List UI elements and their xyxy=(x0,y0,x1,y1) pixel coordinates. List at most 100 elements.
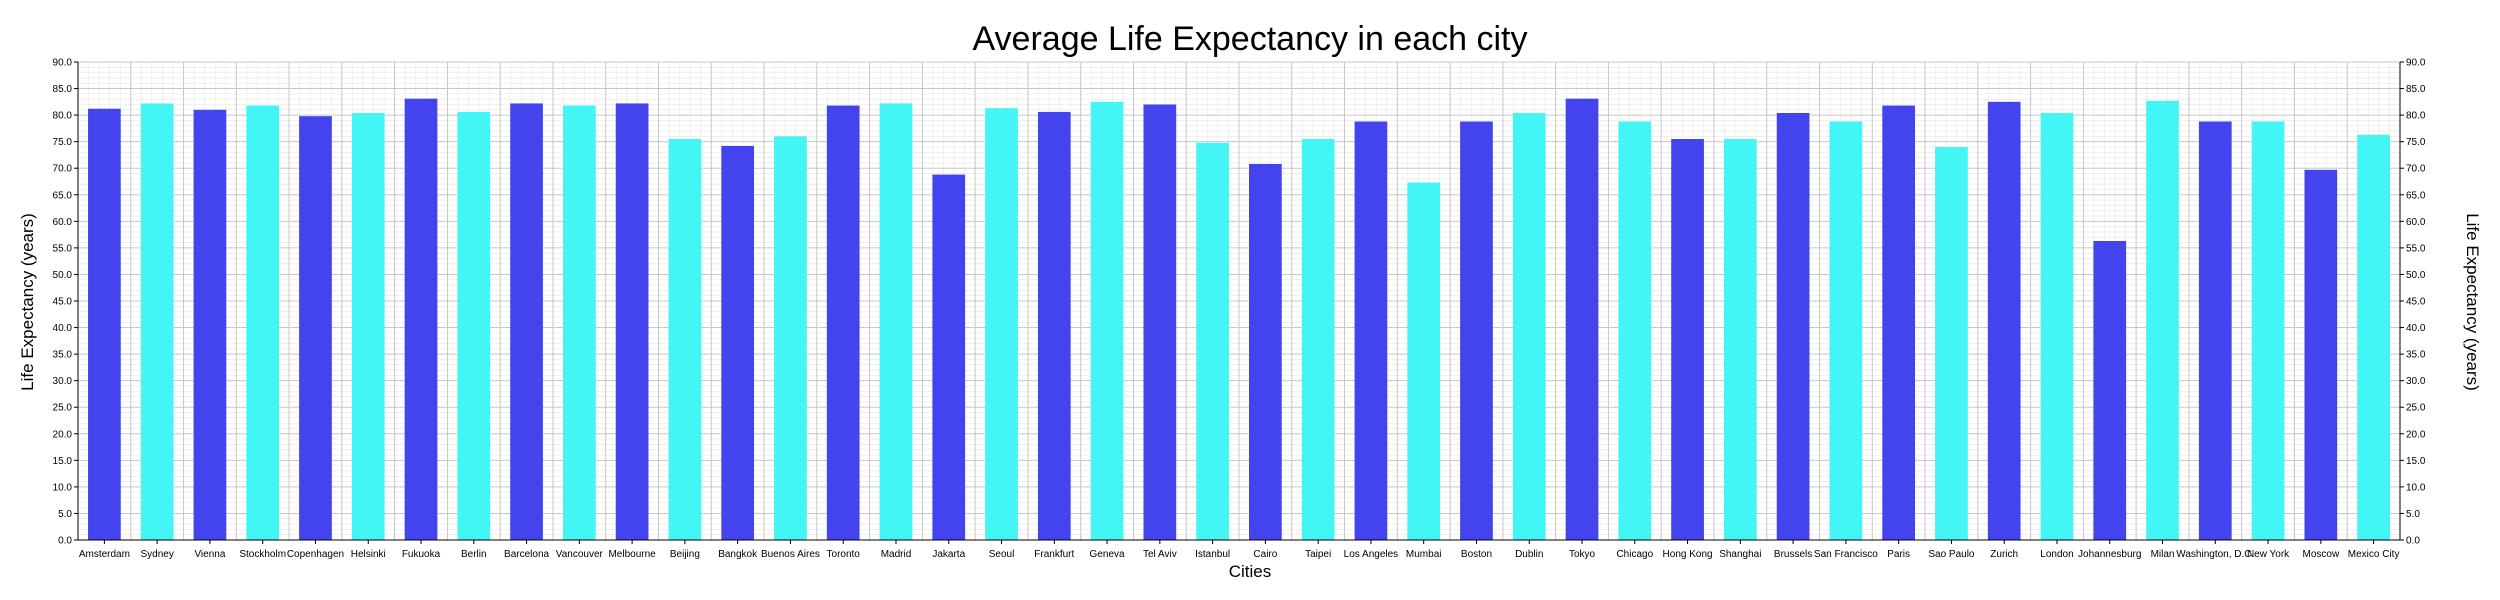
x-tick-label: Chicago xyxy=(1616,549,1653,560)
y-tick-label: 55.0 xyxy=(53,243,73,254)
y-tick-label: 50.0 xyxy=(2406,270,2426,281)
bar xyxy=(404,98,438,540)
x-tick-label: Mumbai xyxy=(1406,549,1442,560)
x-tick-label: Copenhagen xyxy=(287,549,344,560)
x-tick-label: Vancouver xyxy=(556,549,604,560)
y-tick-label: 80.0 xyxy=(53,111,73,122)
x-tick-label: Barcelona xyxy=(504,549,549,560)
x-tick-label: Stockholm xyxy=(239,549,286,560)
y-tick-label: 65.0 xyxy=(53,190,73,201)
y-tick-label: 60.0 xyxy=(2406,217,2426,228)
x-tick-label: Washington, D.C. xyxy=(2176,549,2254,560)
x-tick-label: Buenos Aires xyxy=(761,549,820,560)
x-tick-label: Berlin xyxy=(461,549,487,560)
bar xyxy=(1249,163,1282,540)
y-tick-label: 45.0 xyxy=(2406,297,2426,308)
x-tick-label: Madrid xyxy=(881,549,912,560)
bar xyxy=(351,112,385,540)
y-tick-label: 45.0 xyxy=(53,297,73,308)
bar xyxy=(88,108,121,540)
bar xyxy=(299,116,332,540)
y-tick-label: 20.0 xyxy=(53,429,73,440)
x-tick-label: Beijing xyxy=(670,549,700,560)
x-axis-label: Cities xyxy=(1229,562,1272,581)
x-tick-label: Jakarta xyxy=(932,549,965,560)
bar xyxy=(879,103,913,540)
bar xyxy=(1460,121,1493,541)
x-tick-label: Seoul xyxy=(989,549,1015,560)
y-tick-label: 85.0 xyxy=(2406,84,2426,95)
y-tick-label: 70.0 xyxy=(53,164,73,175)
bar xyxy=(1301,139,1335,540)
bar xyxy=(1143,104,1177,540)
y-tick-label: 70.0 xyxy=(2406,164,2426,175)
y-tick-label: 85.0 xyxy=(53,84,73,95)
bar xyxy=(1407,182,1441,540)
x-tick-label: Frankfurt xyxy=(1034,549,1074,560)
y-tick-label: 55.0 xyxy=(2406,243,2426,254)
bar xyxy=(1776,112,1810,540)
bar xyxy=(1618,121,1652,541)
bar xyxy=(1987,101,2021,540)
y-tick-label: 30.0 xyxy=(53,376,73,387)
x-tick-label: Hong Kong xyxy=(1663,549,1713,560)
x-tick-label: Sydney xyxy=(140,549,173,560)
bar xyxy=(2304,169,2338,540)
y-tick-label: 5.0 xyxy=(58,509,72,520)
bar xyxy=(826,105,860,540)
x-tick-label: Helsinki xyxy=(351,549,386,560)
x-tick-label: San Francisco xyxy=(1814,549,1878,560)
x-tick-label: Paris xyxy=(1887,549,1910,560)
bar xyxy=(2040,112,2074,540)
x-tick-label: Tel Aviv xyxy=(1143,549,1177,560)
x-tick-label: Milan xyxy=(2151,549,2175,560)
y-tick-label: 30.0 xyxy=(2406,376,2426,387)
chart-title: Average Life Expectancy in each city xyxy=(972,20,1527,58)
y-tick-label: 75.0 xyxy=(53,137,73,148)
y-tick-label: 0.0 xyxy=(58,536,72,547)
x-tick-label: Brussels xyxy=(1774,549,1812,560)
y-tick-label: 35.0 xyxy=(53,350,73,361)
bar xyxy=(2146,100,2179,540)
y-tick-label: 40.0 xyxy=(53,323,73,334)
x-tick-label: Geneva xyxy=(1090,549,1125,560)
bar xyxy=(246,105,280,540)
y-tick-label: 80.0 xyxy=(2406,111,2426,122)
y-tick-label: 15.0 xyxy=(53,456,73,467)
x-tick-label: Tokyo xyxy=(1569,549,1596,560)
y-axis-label-right: Life Expectancy (years) xyxy=(2463,213,2482,391)
x-tick-label: London xyxy=(2040,549,2073,560)
y-tick-label: 15.0 xyxy=(2406,456,2426,467)
bar xyxy=(932,174,966,540)
x-tick-label: Dublin xyxy=(1515,549,1543,560)
bar xyxy=(2251,121,2285,541)
bar xyxy=(1354,121,1388,541)
bar xyxy=(1512,112,1546,540)
y-ticks-left: 0.0 5.0 10.0 15.0 20.0 25.0 30.0 35.0 40.0 45.0 50… xyxy=(53,58,78,547)
y-tick-label: 5.0 xyxy=(2406,509,2420,520)
bar xyxy=(457,111,491,541)
x-tick-label: Fukuoka xyxy=(402,549,441,560)
bar xyxy=(1090,101,1124,540)
y-ticks-right: 0.0 5.0 10.0 15.0 20.0 25.0 30.0 35.0 40.0 45.0 50… xyxy=(2400,58,2426,547)
x-tick-label: Zurich xyxy=(1990,549,2018,560)
x-tick-label: Toronto xyxy=(827,549,861,560)
bar xyxy=(774,136,807,540)
x-tick-label: Shanghai xyxy=(1719,549,1761,560)
x-ticks: Amsterdam Sydney Vienna Stockholm Copenhagen… xyxy=(79,540,2399,560)
y-tick-label: 10.0 xyxy=(2406,482,2426,493)
x-tick-label: Boston xyxy=(1461,549,1492,560)
y-tick-label: 60.0 xyxy=(53,217,73,228)
bar xyxy=(1196,142,1229,540)
x-tick-label: Bangkok xyxy=(718,549,758,560)
x-tick-label: Los Angeles xyxy=(1344,549,1399,560)
bar xyxy=(1723,139,1757,540)
y-tick-label: 90.0 xyxy=(53,58,73,69)
x-tick-label: Cairo xyxy=(1253,549,1277,560)
bar xyxy=(140,103,174,540)
y-tick-label: 90.0 xyxy=(2406,58,2426,69)
x-tick-label: Moscow xyxy=(2302,549,2339,560)
x-tick-label: Sao Paulo xyxy=(1928,549,1975,560)
y-tick-label: 25.0 xyxy=(2406,403,2426,414)
x-tick-label: Taipei xyxy=(1305,549,1331,560)
